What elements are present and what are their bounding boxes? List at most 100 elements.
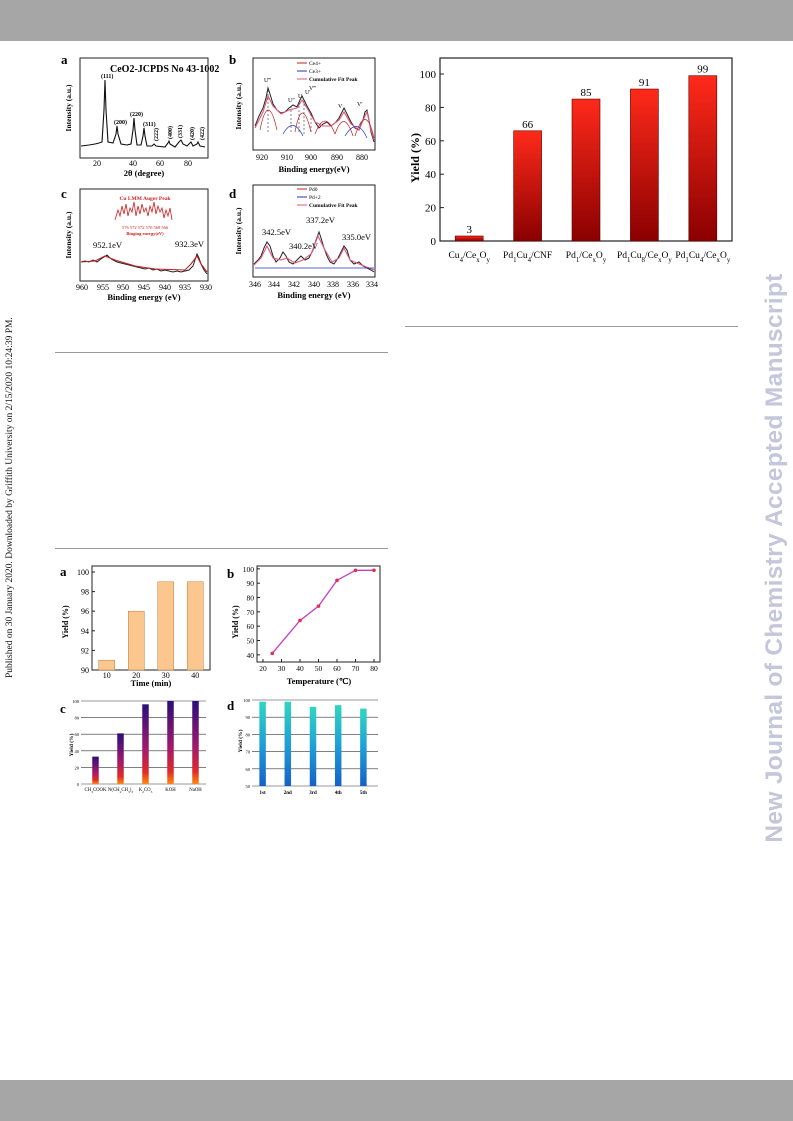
plot-frame	[256, 565, 381, 663]
x-tick-label: 2nd	[284, 791, 292, 796]
cu2p-panel: c Intensity (a.u.) Cu LMM Auger Peak 576…	[61, 186, 212, 302]
ce-fit	[254, 94, 375, 141]
svg-text:935: 935	[179, 283, 191, 292]
x-axis-label: Temperature (℃)	[287, 676, 352, 686]
svg-text:335.0eV: 335.0eV	[342, 232, 372, 242]
bar-value-label: 85	[581, 87, 593, 99]
y-tick-label: 20	[425, 203, 437, 215]
y-tick-group: 90 92 94 96 98 100	[77, 568, 95, 675]
bar-group: 10 20 30 40	[98, 581, 204, 680]
svg-text:336: 336	[347, 280, 359, 289]
series-line	[271, 569, 374, 654]
x-tick-label: 40	[191, 671, 199, 680]
bar	[630, 88, 659, 242]
panel-label: b	[229, 52, 236, 67]
y-tick-label: 100	[243, 698, 251, 703]
svg-text:(222): (222)	[153, 128, 160, 141]
x-tick-label: 50	[315, 664, 323, 673]
y-tick-label: 100	[243, 565, 255, 574]
x-tick-label: NaOH	[189, 788, 202, 793]
y-tick-group: 0 20 40 60 80 100	[420, 69, 444, 248]
svg-text:337.2eV: 337.2eV	[306, 215, 336, 225]
plot-frame	[79, 188, 209, 282]
y-axis-label: Yield (%)	[68, 733, 75, 756]
x-tick-label: 4th	[335, 791, 342, 796]
bar	[309, 706, 317, 786]
bar	[513, 130, 542, 242]
svg-text:952.1eV: 952.1eV	[93, 240, 123, 250]
xrd-panel: a CeO2-JCPDS No 43-1002 Intensity (a.u.)…	[61, 52, 219, 178]
data-point	[316, 604, 321, 608]
svg-text:(311): (311)	[143, 121, 156, 128]
x-tick-label: Pd1/CexOy	[566, 251, 607, 264]
svg-text:U': U'	[305, 90, 310, 96]
bar	[187, 581, 204, 671]
catalyst-yield-chart: Yield (%) 0 20 40 60 80 100 3 Cu4/CexOy 66 Pd1Cu…	[408, 57, 733, 264]
x-tick-label: 60	[333, 664, 341, 673]
divider-right	[405, 326, 738, 327]
legend: Pd0 Pd+2 Cumulative Fit Peak	[297, 187, 359, 209]
divider-left-1	[55, 352, 388, 353]
x-tick-label: 5th	[360, 791, 367, 796]
x-tick-label: 40	[296, 664, 304, 673]
panel-label: c	[60, 701, 66, 716]
bar	[98, 659, 115, 671]
svg-text:945: 945	[138, 283, 150, 292]
svg-text:334: 334	[366, 280, 378, 289]
y-tick-label: 40	[425, 169, 437, 181]
svg-text:940: 940	[159, 283, 171, 292]
y-tick-label: 0	[77, 782, 80, 787]
x-tick-label: 30	[278, 664, 286, 673]
svg-text:60: 60	[156, 159, 164, 168]
svg-text:342: 342	[288, 280, 300, 289]
svg-text:U: U	[298, 94, 303, 100]
plot-frame	[252, 57, 376, 151]
y-tick-label: 40	[75, 749, 80, 754]
bar-value-label: 66	[522, 119, 534, 131]
panel-label: c	[61, 186, 67, 201]
svg-text:(400): (400)	[167, 126, 174, 139]
svg-text:Ce4+: Ce4+	[309, 61, 321, 67]
x-tick-label: 20	[259, 664, 267, 673]
y-tick-label: 98	[81, 588, 89, 597]
bar	[454, 235, 484, 242]
x-axis-label: 2θ (degree)	[124, 168, 165, 178]
bar-value-label: 99	[697, 64, 709, 76]
svg-text:(220): (220)	[130, 111, 143, 118]
x-tick-label: KOH	[165, 788, 176, 793]
y-tick-group: 0 20 40 60 80 100	[72, 699, 206, 787]
svg-text:Pd+2: Pd+2	[309, 195, 321, 201]
x-tick-label: 70	[352, 664, 360, 673]
y-tick-label: 70	[247, 608, 255, 617]
bar	[157, 581, 174, 671]
svg-text:890: 890	[331, 153, 343, 162]
x-axis-label: Time (min)	[131, 678, 172, 688]
y-tick-label: 94	[81, 627, 89, 636]
x-tick-label: Cu4/CexOy	[448, 251, 490, 264]
svg-text:346: 346	[249, 280, 261, 289]
plot-frame	[79, 57, 209, 159]
bar	[167, 701, 174, 784]
x-axis-label: Binding energy (eV)	[277, 290, 350, 300]
svg-text:V: V	[338, 104, 343, 110]
x-tick-label: CH3COOK	[85, 788, 108, 794]
x-tick-label: 20	[132, 671, 140, 680]
x-tick-label: 80	[370, 664, 378, 673]
bar	[92, 756, 99, 784]
svg-text:(422): (422)	[199, 127, 206, 140]
svg-text:Ce3+: Ce3+	[309, 69, 321, 75]
line-group	[270, 568, 376, 656]
svg-text:20: 20	[93, 159, 101, 168]
x-tick-label: N(CH2CH3)3	[108, 788, 133, 794]
plot-frame	[252, 184, 376, 278]
svg-text:960: 960	[76, 283, 88, 292]
bar	[192, 701, 199, 784]
y-tick-label: 50	[247, 637, 255, 646]
y-tick-label: 50	[246, 784, 251, 789]
y-tick-label: 0	[431, 236, 437, 248]
y-axis-label: Intensity (a.u.)	[234, 82, 243, 129]
ce3d-panel: b Intensity (a.u.) Ce4+ Ce3+ Cumulative …	[229, 52, 376, 174]
time-panel: a Yield (%) 90 92 94 96 98 100 10 20 30 40 Time …	[60, 564, 211, 688]
svg-text:930: 930	[200, 283, 212, 292]
svg-text:Cumulative Fit Peak: Cumulative Fit Peak	[309, 203, 359, 209]
